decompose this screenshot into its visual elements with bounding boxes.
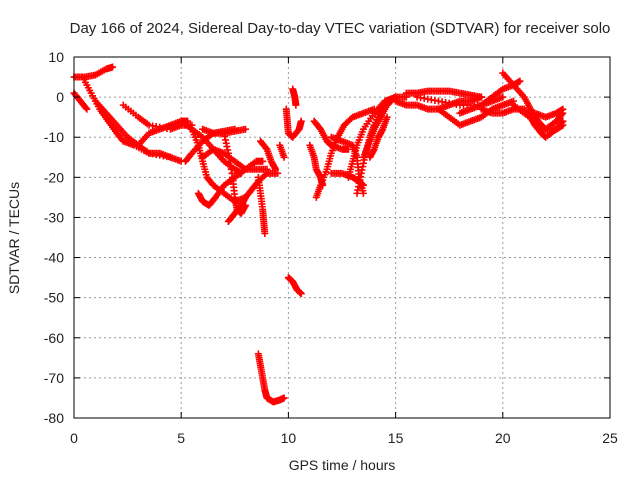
y-tick-label: -40 <box>44 250 64 266</box>
data-point <box>559 117 567 125</box>
data-point <box>558 119 566 127</box>
series-arc-11 <box>194 157 267 209</box>
series-arc-24 <box>312 105 378 201</box>
y-tick-label: -10 <box>44 129 64 145</box>
y-tick-label: -30 <box>44 209 64 225</box>
data-point <box>274 169 282 177</box>
series-arc-34 <box>434 97 518 129</box>
data-point <box>242 125 250 133</box>
x-tick-label: 10 <box>281 430 297 446</box>
data-point <box>82 104 90 112</box>
x-tick-label: 25 <box>602 430 618 446</box>
x-tick-label: 5 <box>177 430 185 446</box>
series-arc-17 <box>276 141 288 161</box>
y-tick-labels: 10 0 -10 -20 -30 -40 -50 -60 -70 -80 <box>44 49 64 426</box>
x-tick-label: 0 <box>70 430 78 446</box>
series-arc-20 <box>284 274 305 298</box>
y-tick-label: 0 <box>56 89 64 105</box>
series-arc-12 <box>199 125 250 137</box>
series-arc-2 <box>70 89 91 113</box>
series-arc-29 <box>359 93 400 161</box>
x-tick-label: 15 <box>388 430 404 446</box>
y-axis-label: SDTVAR / TECUs <box>6 182 22 294</box>
data-point <box>280 394 288 402</box>
data-points <box>70 63 567 406</box>
series-arc-1 <box>70 63 117 81</box>
data-point <box>516 77 524 85</box>
y-tick-label: -50 <box>44 290 64 306</box>
data-point <box>559 105 567 113</box>
data-point <box>477 93 485 101</box>
series-arc-18 <box>282 105 305 141</box>
series-arc-3 <box>79 73 185 165</box>
series-arc-38 <box>510 101 567 133</box>
y-tick-label: -60 <box>44 330 64 346</box>
data-point <box>166 153 174 161</box>
data-point <box>261 229 269 237</box>
data-point <box>280 153 288 161</box>
series-arc-4 <box>91 97 174 161</box>
series-arc-15 <box>254 173 269 237</box>
grid-lines <box>74 57 610 418</box>
data-point <box>359 189 367 197</box>
data-point <box>262 171 270 179</box>
y-tick-label: 10 <box>48 49 64 65</box>
series-arc-35 <box>456 77 524 117</box>
series-arc-32 <box>402 87 485 101</box>
series-arc-21 <box>254 350 288 406</box>
series-arc-30 <box>366 113 391 161</box>
axis-ticks <box>73 56 611 419</box>
y-tick-label: -80 <box>44 410 64 426</box>
y-tick-label: -20 <box>44 169 64 185</box>
data-point <box>383 113 391 121</box>
series-arc-23 <box>306 141 327 189</box>
series-arc-39 <box>531 105 567 121</box>
data-point <box>297 117 305 125</box>
series-arc-16 <box>257 137 280 173</box>
x-tick-label: 20 <box>495 430 511 446</box>
data-point <box>272 165 280 173</box>
plot-frame <box>73 56 611 419</box>
x-tick-labels: 0 5 10 15 20 25 <box>70 430 618 446</box>
series-arc-19 <box>289 85 300 109</box>
data-point <box>297 290 305 298</box>
y-tick-label: -70 <box>44 370 64 386</box>
x-axis-label: GPS time / hours <box>289 457 396 473</box>
data-point <box>259 157 267 165</box>
data-point <box>499 93 507 101</box>
chart-title: Day 166 of 2024, Sidereal Day-to-day VTE… <box>70 20 611 37</box>
data-point <box>83 105 91 113</box>
data-point <box>109 63 117 71</box>
data-point <box>292 101 300 109</box>
